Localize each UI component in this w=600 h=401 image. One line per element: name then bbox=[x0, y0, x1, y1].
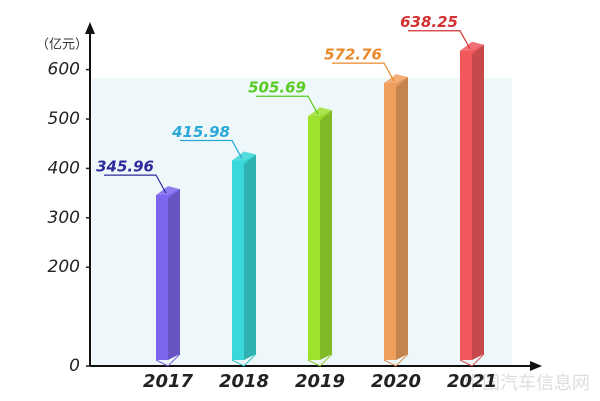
bar-top bbox=[384, 74, 408, 88]
leader-line bbox=[332, 62, 395, 82]
x-tick-label: 2018 bbox=[219, 371, 269, 392]
y-tick-label: 400 bbox=[48, 158, 80, 178]
bar-side bbox=[320, 110, 332, 360]
leader-line bbox=[256, 95, 319, 115]
value-label: 505.69 bbox=[248, 79, 306, 97]
bar-top bbox=[232, 151, 256, 165]
bar-side bbox=[168, 189, 180, 360]
value-label: 415.98 bbox=[171, 123, 230, 141]
bar-top bbox=[460, 41, 484, 55]
leader-line bbox=[180, 139, 243, 159]
x-tick-label: 2021 bbox=[447, 371, 497, 392]
value-label: 572.76 bbox=[324, 46, 382, 64]
y-tick-label: 0 bbox=[69, 356, 80, 376]
bar bbox=[308, 116, 320, 360]
bar bbox=[156, 195, 168, 360]
leader-line bbox=[104, 174, 167, 194]
bar-foot bbox=[155, 353, 181, 367]
bar-foot bbox=[307, 353, 333, 367]
y-tick-label: 200 bbox=[48, 257, 80, 277]
y-tick-label: 600 bbox=[48, 60, 80, 80]
value-label: 345.96 bbox=[96, 158, 154, 176]
bar-top bbox=[308, 107, 332, 121]
watermark: 中国汽车信息网 bbox=[464, 373, 590, 394]
bar-side bbox=[396, 77, 408, 360]
bar-foot bbox=[383, 353, 409, 367]
y-tick-label: 500 bbox=[48, 109, 80, 129]
x-tick-label: 2020 bbox=[371, 371, 421, 392]
bar bbox=[384, 83, 396, 360]
bar-foot bbox=[231, 353, 257, 367]
y-axis-arrow bbox=[85, 22, 95, 34]
plot-background bbox=[92, 78, 512, 366]
x-tick-label: 2019 bbox=[295, 371, 345, 392]
x-tick-label: 2017 bbox=[143, 371, 194, 392]
bar bbox=[232, 160, 244, 360]
bar-side bbox=[244, 154, 256, 360]
bar-top bbox=[156, 186, 180, 200]
value-label: 638.25 bbox=[400, 13, 458, 31]
x-axis-arrow bbox=[530, 361, 542, 371]
y-tick-label: 300 bbox=[48, 208, 80, 228]
unit-label: （亿元） bbox=[36, 38, 88, 53]
bar bbox=[460, 50, 472, 360]
bar-foot bbox=[459, 353, 485, 367]
bar-side bbox=[472, 44, 484, 360]
leader-line bbox=[408, 30, 471, 50]
